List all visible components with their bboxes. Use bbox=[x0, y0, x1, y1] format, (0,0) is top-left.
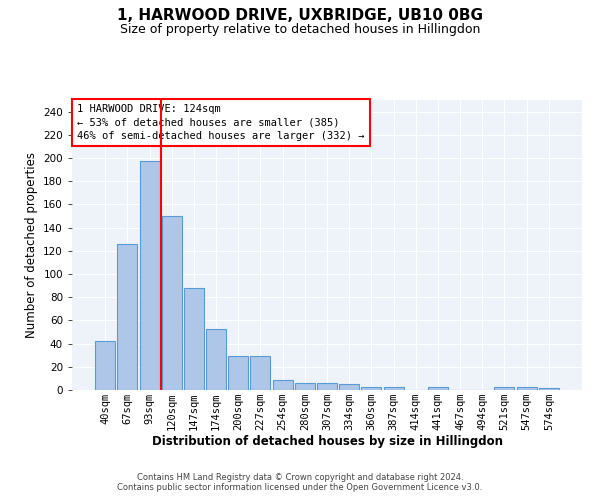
Bar bbox=[428, 386, 448, 390]
Bar bbox=[206, 328, 226, 390]
Bar bbox=[228, 356, 248, 390]
Bar bbox=[383, 386, 404, 390]
Bar bbox=[339, 384, 359, 390]
Y-axis label: Number of detached properties: Number of detached properties bbox=[25, 152, 38, 338]
Bar bbox=[162, 216, 182, 390]
Bar bbox=[517, 386, 536, 390]
Bar bbox=[95, 342, 115, 390]
Text: 1, HARWOOD DRIVE, UXBRIDGE, UB10 0BG: 1, HARWOOD DRIVE, UXBRIDGE, UB10 0BG bbox=[117, 8, 483, 22]
Bar bbox=[361, 386, 382, 390]
Bar bbox=[295, 383, 315, 390]
Text: Contains HM Land Registry data © Crown copyright and database right 2024.: Contains HM Land Registry data © Crown c… bbox=[137, 472, 463, 482]
Bar bbox=[272, 380, 293, 390]
Text: Size of property relative to detached houses in Hillingdon: Size of property relative to detached ho… bbox=[120, 22, 480, 36]
Text: Distribution of detached houses by size in Hillingdon: Distribution of detached houses by size … bbox=[151, 435, 503, 448]
Bar bbox=[494, 386, 514, 390]
Text: Contains public sector information licensed under the Open Government Licence v3: Contains public sector information licen… bbox=[118, 484, 482, 492]
Text: 1 HARWOOD DRIVE: 124sqm
← 53% of detached houses are smaller (385)
46% of semi-d: 1 HARWOOD DRIVE: 124sqm ← 53% of detache… bbox=[77, 104, 365, 141]
Bar bbox=[250, 356, 271, 390]
Bar bbox=[140, 162, 160, 390]
Bar bbox=[184, 288, 204, 390]
Bar bbox=[539, 388, 559, 390]
Bar bbox=[118, 244, 137, 390]
Bar bbox=[317, 383, 337, 390]
